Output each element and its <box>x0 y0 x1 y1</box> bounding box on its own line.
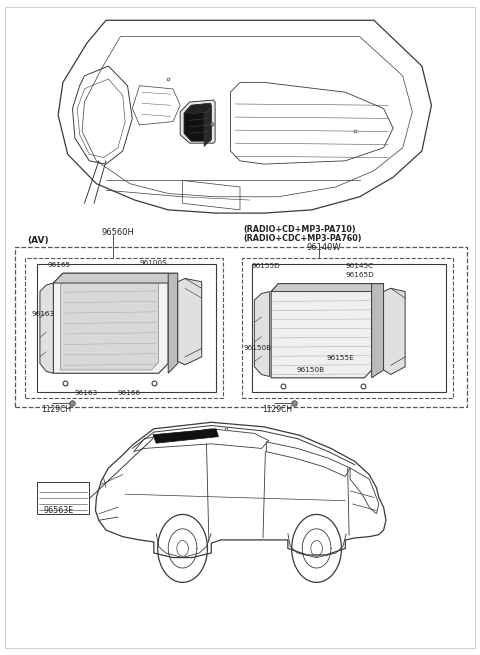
Text: 1129CH: 1129CH <box>263 405 293 414</box>
Text: 96163: 96163 <box>75 390 98 396</box>
Polygon shape <box>153 429 218 443</box>
Text: 96166: 96166 <box>118 390 141 396</box>
Polygon shape <box>271 284 384 291</box>
Text: (AV): (AV) <box>27 236 48 245</box>
Text: 96165: 96165 <box>48 262 71 268</box>
FancyBboxPatch shape <box>36 264 216 392</box>
Polygon shape <box>384 288 405 375</box>
FancyBboxPatch shape <box>252 264 446 392</box>
Text: 96560H: 96560H <box>101 228 134 237</box>
Polygon shape <box>168 273 178 373</box>
Polygon shape <box>40 283 53 373</box>
Text: (RADIO+CD+MP3-PA710): (RADIO+CD+MP3-PA710) <box>244 225 357 234</box>
Polygon shape <box>53 273 178 283</box>
Text: 96150B: 96150B <box>297 367 324 373</box>
Polygon shape <box>271 284 372 378</box>
FancyBboxPatch shape <box>36 482 89 514</box>
Text: 1129CH: 1129CH <box>41 405 72 414</box>
Polygon shape <box>204 105 211 147</box>
Text: 96145C: 96145C <box>345 263 373 269</box>
Text: 96100S: 96100S <box>140 261 167 267</box>
Text: 96155E: 96155E <box>326 355 354 361</box>
Text: (RADIO+CDC+MP3-PA760): (RADIO+CDC+MP3-PA760) <box>244 234 362 243</box>
Polygon shape <box>184 103 211 141</box>
Polygon shape <box>254 291 270 377</box>
Text: 96155D: 96155D <box>252 263 281 269</box>
Polygon shape <box>184 103 210 113</box>
Text: 96165D: 96165D <box>345 272 374 278</box>
Polygon shape <box>178 278 202 365</box>
Polygon shape <box>53 273 168 373</box>
Text: 96563E: 96563E <box>44 506 74 515</box>
Text: 96140W: 96140W <box>306 243 341 252</box>
Polygon shape <box>372 284 384 378</box>
Text: 96163: 96163 <box>32 311 55 318</box>
Text: 96150B: 96150B <box>243 345 272 352</box>
Polygon shape <box>60 277 158 370</box>
Polygon shape <box>180 100 215 143</box>
